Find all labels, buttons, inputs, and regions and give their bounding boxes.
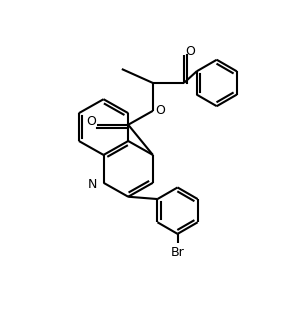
Text: Br: Br: [171, 246, 184, 259]
Text: O: O: [86, 115, 96, 128]
Text: O: O: [155, 104, 165, 117]
Text: O: O: [185, 45, 195, 58]
Text: N: N: [87, 178, 97, 191]
